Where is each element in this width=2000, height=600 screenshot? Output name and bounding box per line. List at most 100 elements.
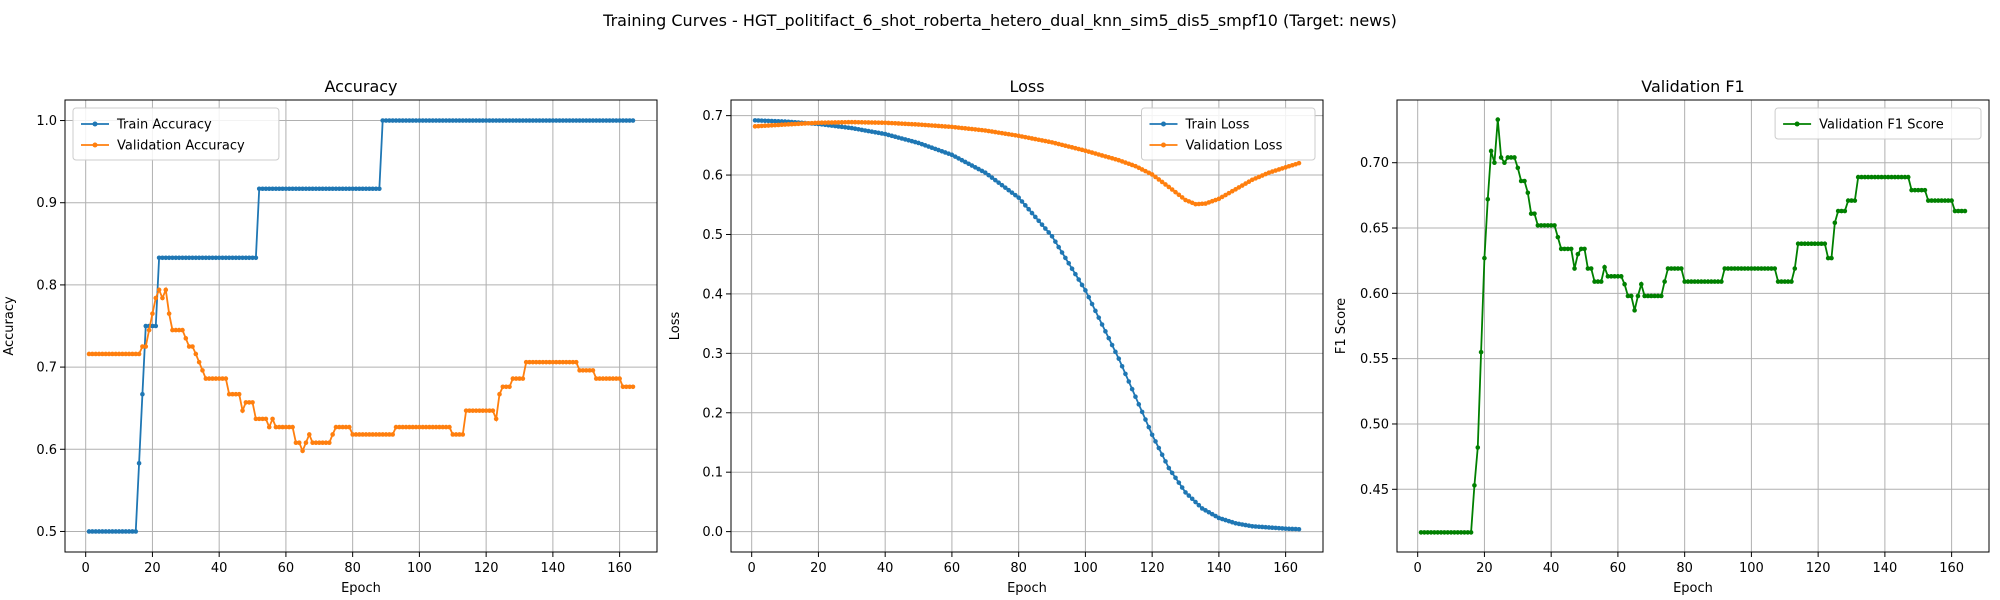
data-point bbox=[1498, 155, 1504, 160]
data-point bbox=[1445, 530, 1451, 535]
data-point bbox=[1932, 198, 1938, 203]
data-point bbox=[240, 255, 245, 261]
data-point bbox=[1086, 294, 1092, 300]
y-tick-label: 0.8 bbox=[36, 278, 57, 293]
data-point bbox=[160, 295, 165, 301]
data-point bbox=[1189, 496, 1195, 502]
data-point bbox=[403, 118, 409, 123]
data-point bbox=[849, 119, 855, 125]
data-point bbox=[387, 432, 392, 437]
data-point bbox=[553, 118, 559, 123]
data-point bbox=[220, 255, 225, 261]
data-point bbox=[593, 376, 599, 381]
data-point bbox=[280, 186, 285, 192]
data-point bbox=[972, 127, 978, 132]
data-point bbox=[120, 351, 125, 357]
chart-1: 0 20 40 60 80 100 120 140 160 0.5 0.6 0.7 0.8 0.9 1.0 A… bbox=[2, 77, 658, 596]
data-point bbox=[1425, 530, 1430, 535]
data-point bbox=[603, 118, 609, 123]
data-point bbox=[557, 359, 562, 365]
data-point bbox=[230, 255, 235, 261]
data-point bbox=[1715, 279, 1721, 284]
data-point bbox=[1223, 192, 1228, 198]
data-point bbox=[1149, 432, 1155, 438]
legend-box bbox=[1141, 107, 1316, 161]
data-point bbox=[872, 120, 878, 125]
data-point bbox=[273, 424, 279, 430]
data-point bbox=[1909, 187, 1914, 193]
data-point bbox=[772, 122, 778, 128]
data-point bbox=[347, 186, 352, 192]
data-point bbox=[256, 416, 262, 422]
data-point bbox=[170, 327, 175, 333]
data-point bbox=[1159, 179, 1165, 185]
data-point bbox=[357, 432, 362, 437]
data-point bbox=[1595, 279, 1601, 284]
data-point bbox=[1692, 279, 1697, 284]
data-point bbox=[1153, 439, 1158, 444]
y-tick-label: 0.65 bbox=[1360, 222, 1389, 237]
data-point bbox=[842, 124, 848, 130]
data-point bbox=[1528, 211, 1534, 216]
data-point bbox=[447, 424, 452, 430]
data-point bbox=[876, 120, 881, 125]
data-point bbox=[769, 123, 775, 128]
data-point bbox=[782, 122, 788, 127]
data-point bbox=[437, 424, 442, 430]
data-point bbox=[527, 359, 532, 365]
data-point bbox=[163, 255, 169, 261]
data-point bbox=[547, 359, 552, 365]
data-point bbox=[453, 118, 459, 123]
data-point bbox=[393, 424, 399, 430]
data-point bbox=[630, 118, 636, 123]
data-point bbox=[290, 424, 295, 430]
data-point bbox=[959, 125, 965, 131]
data-point bbox=[487, 118, 492, 123]
data-point bbox=[1146, 424, 1152, 430]
data-point bbox=[1919, 187, 1924, 193]
data-point bbox=[530, 359, 536, 365]
data-point bbox=[1293, 526, 1298, 532]
data-point bbox=[956, 125, 961, 130]
data-point bbox=[919, 122, 925, 128]
data-point bbox=[463, 118, 469, 123]
y-axis-label: Accuracy bbox=[2, 296, 17, 356]
data-point bbox=[200, 368, 205, 373]
data-point bbox=[327, 186, 332, 192]
data-point bbox=[842, 119, 848, 125]
x-tick-label: 60 bbox=[1610, 561, 1627, 576]
data-point bbox=[1572, 266, 1577, 271]
data-point bbox=[1213, 513, 1218, 519]
data-point bbox=[413, 424, 419, 430]
data-point bbox=[1422, 530, 1427, 535]
data-point bbox=[869, 120, 875, 125]
data-point bbox=[949, 124, 955, 130]
data-point bbox=[1013, 192, 1018, 198]
data-point bbox=[276, 186, 282, 192]
data-point bbox=[1129, 386, 1135, 392]
y-tick-label: 0.7 bbox=[36, 361, 57, 376]
data-point bbox=[1269, 525, 1275, 530]
data-point bbox=[270, 416, 275, 422]
data-point bbox=[510, 376, 516, 381]
data-point bbox=[1548, 223, 1554, 228]
data-point bbox=[170, 255, 175, 261]
data-point bbox=[1785, 279, 1791, 284]
data-point bbox=[613, 376, 619, 381]
y-axis-label: Loss bbox=[668, 312, 683, 341]
legend: Train Loss Validation Loss bbox=[1141, 107, 1316, 161]
data-point bbox=[363, 432, 369, 437]
data-point bbox=[1588, 266, 1594, 271]
data-point bbox=[383, 432, 389, 437]
data-point bbox=[1628, 293, 1634, 299]
data-point bbox=[1902, 174, 1908, 180]
data-point bbox=[330, 186, 335, 192]
data-point bbox=[597, 118, 602, 123]
data-point bbox=[627, 118, 632, 123]
data-point bbox=[500, 118, 506, 123]
data-point bbox=[580, 368, 586, 373]
data-point bbox=[430, 118, 436, 123]
x-axis-label: Epoch bbox=[1007, 581, 1047, 596]
data-point bbox=[433, 118, 439, 123]
data-point bbox=[423, 424, 429, 430]
